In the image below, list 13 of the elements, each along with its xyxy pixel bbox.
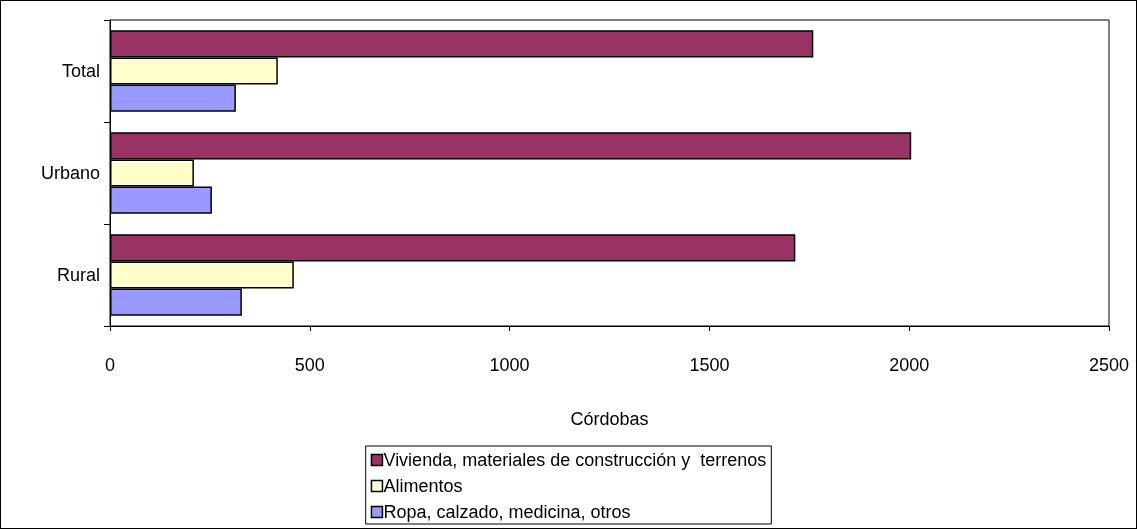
legend-label: Vivienda, materiales de construcción y terrenos <box>383 450 767 470</box>
y-tick-label: Urbano <box>40 163 100 183</box>
x-tick-label: 2000 <box>889 355 930 375</box>
x-axis-title: Córdobas <box>570 409 649 429</box>
y-tick-label: Total <box>61 61 100 81</box>
x-tick-label: 500 <box>294 355 325 375</box>
y-tick-label: Rural <box>56 265 100 285</box>
x-tick-label: 2500 <box>1088 355 1130 375</box>
legend-label: Ropa, calzado, medicina, otros <box>383 502 631 522</box>
legend-label: Alimentos <box>383 476 463 496</box>
x-tick-label: 1000 <box>489 355 530 375</box>
x-tick-label: 1500 <box>689 355 730 375</box>
x-tick-label: 0 <box>104 355 116 375</box>
